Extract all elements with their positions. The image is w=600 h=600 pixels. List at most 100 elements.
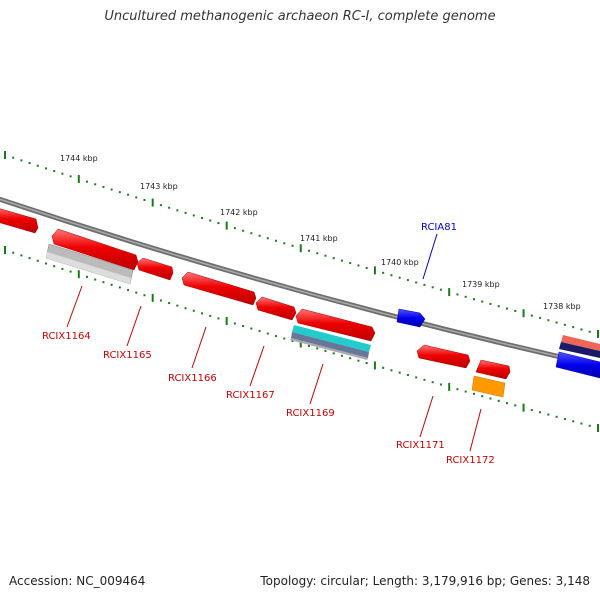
scale-minor-tick bbox=[94, 278, 97, 281]
genome-backbone-highlight bbox=[0, 198, 600, 367]
gene-label-rcix1166[interactable]: RCIX1166 bbox=[168, 373, 217, 384]
scale-minor-tick bbox=[168, 206, 171, 209]
gene-feature-red[interactable] bbox=[475, 359, 511, 380]
scale-minor-tick bbox=[266, 237, 269, 240]
gene-feature-red[interactable] bbox=[181, 271, 257, 306]
scale-label-1740: 1740 kbp bbox=[381, 258, 419, 267]
scale-minor-tick bbox=[127, 193, 130, 196]
upper-scale-ruler bbox=[4, 151, 599, 338]
scale-minor-tick bbox=[143, 294, 146, 297]
scale-minor-tick bbox=[340, 259, 343, 262]
scale-minor-tick bbox=[406, 374, 409, 377]
gene-label-rcix1171[interactable]: RCIX1171 bbox=[396, 440, 445, 451]
gene-label-rcix1165[interactable]: RCIX1165 bbox=[103, 350, 152, 361]
scale-minor-tick bbox=[349, 357, 352, 360]
scale-minor-tick bbox=[275, 335, 278, 338]
topology-text: Topology: circular; Length: 3,179,916 bp… bbox=[260, 574, 590, 588]
gene-label-rcix1164[interactable]: RCIX1164 bbox=[42, 331, 91, 342]
gene-feature-red[interactable] bbox=[0, 207, 39, 234]
gene-label-rcix1167[interactable]: RCIX1167 bbox=[226, 390, 275, 401]
gene-feature-coral[interactable] bbox=[561, 335, 600, 351]
scale-minor-tick bbox=[340, 354, 343, 357]
gene-feature-navy[interactable] bbox=[559, 342, 600, 358]
scale-minor-tick bbox=[143, 198, 146, 201]
scale-minor-tick bbox=[357, 264, 360, 267]
scale-minor-tick bbox=[86, 275, 89, 278]
scale-minor-tick bbox=[555, 321, 558, 324]
scale-major-tick bbox=[522, 403, 525, 412]
gene-feature-red[interactable] bbox=[416, 344, 471, 369]
scale-minor-tick bbox=[209, 219, 212, 222]
scale-minor-tick bbox=[415, 376, 418, 379]
scale-minor-tick bbox=[497, 305, 500, 308]
scale-minor-tick bbox=[572, 420, 575, 423]
scale-minor-tick bbox=[20, 254, 23, 257]
scale-minor-tick bbox=[61, 267, 64, 270]
scale-minor-tick bbox=[217, 222, 220, 225]
gene-feature-red[interactable] bbox=[295, 308, 376, 342]
scale-major-tick bbox=[522, 309, 525, 318]
gene-feature-orange[interactable] bbox=[471, 375, 506, 398]
scale-minor-tick bbox=[69, 175, 72, 178]
scale-minor-tick bbox=[291, 340, 294, 343]
label-leaders bbox=[66, 233, 482, 452]
scale-minor-tick bbox=[184, 211, 187, 214]
scale-minor-tick bbox=[349, 262, 352, 265]
scale-minor-tick bbox=[53, 170, 56, 173]
scale-minor-tick bbox=[159, 299, 162, 302]
gene-feature-blue[interactable] bbox=[555, 351, 600, 379]
scale-minor-tick bbox=[61, 172, 64, 175]
scale-minor-tick bbox=[135, 291, 138, 294]
scale-minor-tick bbox=[415, 281, 418, 284]
scale-minor-tick bbox=[192, 214, 195, 217]
scale-minor-tick bbox=[514, 309, 517, 312]
scale-minor-tick bbox=[332, 257, 335, 260]
scale-minor-tick bbox=[94, 183, 97, 186]
scale-minor-tick bbox=[357, 359, 360, 362]
scale-minor-tick bbox=[316, 252, 319, 255]
scale-minor-tick bbox=[192, 309, 195, 312]
gene-label-rcia81[interactable]: RCIA81 bbox=[421, 222, 457, 233]
scale-minor-tick bbox=[12, 156, 15, 159]
gene-feature-cyan[interactable] bbox=[292, 325, 371, 352]
gene-feature-slate[interactable] bbox=[291, 332, 369, 358]
scale-minor-tick bbox=[110, 283, 113, 286]
scale-major-tick bbox=[4, 246, 6, 254]
scale-minor-tick bbox=[539, 411, 542, 414]
scale-minor-tick bbox=[28, 162, 31, 165]
scale-minor-tick bbox=[555, 415, 558, 418]
scale-minor-tick bbox=[580, 328, 583, 331]
scale-minor-tick bbox=[472, 392, 475, 395]
scale-minor-tick bbox=[530, 409, 533, 411]
gene-feature-blue[interactable] bbox=[396, 308, 426, 328]
scale-minor-tick bbox=[307, 249, 310, 252]
forward-genes bbox=[0, 207, 600, 358]
gene-feature-red[interactable] bbox=[136, 257, 174, 281]
scale-minor-tick bbox=[456, 388, 459, 391]
gene-label-rcix1169[interactable]: RCIX1169 bbox=[286, 408, 335, 419]
scale-minor-tick bbox=[539, 316, 542, 319]
scale-minor-tick bbox=[530, 314, 533, 317]
gene-feature-red[interactable] bbox=[51, 228, 139, 271]
scale-minor-tick bbox=[439, 288, 442, 291]
gene-feature-silver[interactable] bbox=[290, 338, 368, 360]
scale-minor-tick bbox=[547, 413, 550, 416]
scale-minor-tick bbox=[258, 330, 261, 333]
scale-minor-tick bbox=[209, 314, 212, 317]
gene-label-rcix1172[interactable]: RCIX1172 bbox=[446, 455, 495, 466]
scale-minor-tick bbox=[472, 298, 475, 301]
scale-minor-tick bbox=[275, 239, 278, 242]
scale-minor-tick bbox=[283, 242, 286, 245]
scale-major-tick bbox=[4, 151, 6, 159]
scale-minor-tick bbox=[423, 378, 426, 381]
scale-major-tick bbox=[373, 361, 376, 370]
scale-minor-tick bbox=[168, 302, 171, 305]
gene-feature-red[interactable] bbox=[255, 296, 297, 321]
scale-minor-tick bbox=[159, 204, 162, 207]
gene-feature-gray-light[interactable] bbox=[46, 252, 131, 284]
scale-minor-tick bbox=[127, 289, 130, 292]
scale-minor-tick bbox=[316, 347, 319, 350]
scale-major-tick bbox=[77, 270, 80, 279]
scale-minor-tick bbox=[489, 302, 492, 305]
scale-major-tick bbox=[225, 316, 228, 325]
